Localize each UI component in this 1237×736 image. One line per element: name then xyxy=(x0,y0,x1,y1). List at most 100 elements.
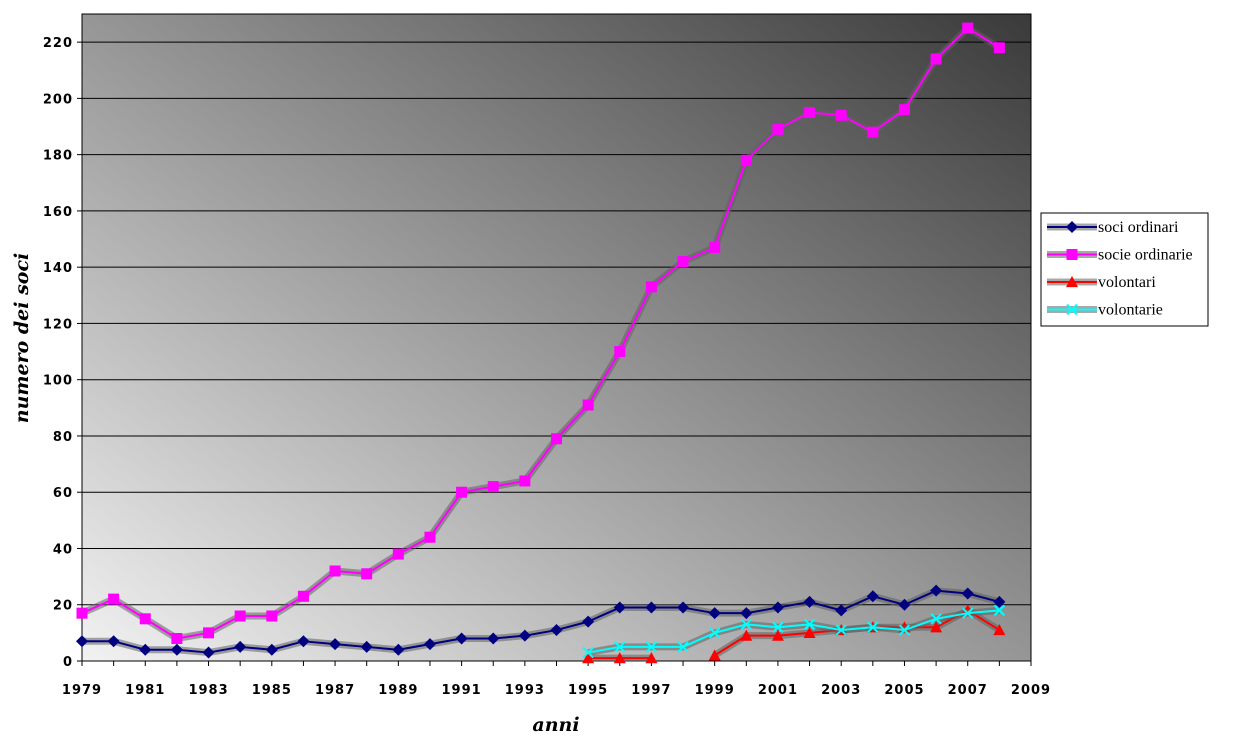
data-point xyxy=(993,624,1006,636)
data-point xyxy=(613,601,626,614)
data-point xyxy=(582,652,595,664)
data-point xyxy=(455,632,468,645)
data-point xyxy=(613,652,626,664)
y-tick-label: 100 xyxy=(43,374,73,389)
data-point xyxy=(614,641,626,653)
legend-marker xyxy=(1066,303,1078,316)
data-point xyxy=(139,613,151,625)
x-tick-label: 2003 xyxy=(821,683,861,698)
axes: 0 20 40 60 80 100 120 140 160 180 200 220 1979 1981 19… xyxy=(43,36,1050,698)
x-tick-label: 1997 xyxy=(631,683,671,698)
data-point xyxy=(898,598,911,611)
series-socie-ordinarie xyxy=(76,22,1005,644)
data-point xyxy=(740,618,753,631)
data-point xyxy=(76,607,88,619)
data-point xyxy=(772,123,784,135)
series-volontarie xyxy=(582,604,1006,659)
data-point xyxy=(898,104,910,116)
data-point xyxy=(518,629,531,642)
legend-item: soci ordinari xyxy=(1047,219,1179,236)
data-point xyxy=(202,646,215,659)
x-tick-label: 2001 xyxy=(758,683,798,698)
data-point xyxy=(297,635,310,648)
legend: soci ordinari socie ordinarie volontari vol… xyxy=(1040,212,1209,327)
data-point xyxy=(487,632,500,645)
legend-label: volontarie xyxy=(1098,302,1163,319)
data-point xyxy=(234,640,247,653)
data-point xyxy=(771,601,784,614)
data-point xyxy=(835,109,847,121)
data-point xyxy=(930,53,942,65)
data-point xyxy=(803,626,816,638)
series-layer xyxy=(76,22,1006,664)
data-point xyxy=(139,643,152,656)
data-point xyxy=(265,643,278,656)
data-point xyxy=(772,621,784,633)
data-point xyxy=(740,154,752,166)
legend-item: volontarie xyxy=(1047,302,1163,319)
data-point xyxy=(234,610,246,622)
data-point xyxy=(170,643,183,656)
x-tick-label: 1995 xyxy=(568,683,608,698)
x-tick-label: 1991 xyxy=(442,683,482,698)
data-point xyxy=(645,652,658,664)
data-point xyxy=(930,584,943,597)
data-point xyxy=(804,106,816,118)
x-tick-label: 1985 xyxy=(252,683,292,698)
data-point xyxy=(803,595,816,608)
data-point xyxy=(392,548,404,560)
data-point xyxy=(803,618,816,631)
legend-marker xyxy=(1066,249,1078,260)
y-tick-label: 180 xyxy=(43,149,73,164)
data-point xyxy=(677,601,690,614)
data-point xyxy=(582,399,594,411)
data-point xyxy=(582,615,595,628)
data-point xyxy=(993,42,1005,54)
y-tick-label: 80 xyxy=(53,430,73,445)
data-point xyxy=(740,629,753,641)
x-tick-label: 1981 xyxy=(125,683,165,698)
data-point xyxy=(962,22,974,34)
data-point xyxy=(329,565,341,577)
data-point xyxy=(519,475,531,487)
y-tick-label: 20 xyxy=(53,599,73,614)
x-tick-label: 1979 xyxy=(62,683,102,698)
data-point xyxy=(962,607,974,619)
y-tick-label: 40 xyxy=(53,542,73,557)
y-tick-label: 0 xyxy=(63,655,73,670)
x-tick-label: 1999 xyxy=(695,683,735,698)
data-point xyxy=(708,607,721,620)
data-point xyxy=(423,638,436,651)
data-point xyxy=(645,601,658,614)
data-point xyxy=(677,641,689,653)
gridlines xyxy=(82,41,1031,606)
data-point xyxy=(677,256,689,268)
data-point xyxy=(487,481,499,493)
data-point xyxy=(424,531,436,543)
data-point xyxy=(108,593,120,605)
data-point xyxy=(993,604,1006,617)
series-line xyxy=(82,589,1000,654)
y-tick-label: 60 xyxy=(53,486,73,501)
data-point xyxy=(329,638,342,651)
legend-label: volontari xyxy=(1098,274,1156,291)
data-point xyxy=(708,649,721,661)
y-tick-label: 160 xyxy=(43,205,73,220)
data-point xyxy=(645,281,657,293)
x-tick-label: 2005 xyxy=(884,683,924,698)
data-point xyxy=(107,635,120,648)
data-point xyxy=(361,568,373,580)
data-point xyxy=(645,641,658,653)
data-point xyxy=(740,607,753,620)
data-point xyxy=(392,643,405,656)
data-point xyxy=(551,433,562,445)
data-point xyxy=(266,610,278,622)
y-tick-label: 220 xyxy=(43,36,73,51)
data-point xyxy=(993,595,1006,608)
legend-item: volontari xyxy=(1047,274,1156,291)
y-tick-label: 200 xyxy=(43,92,73,107)
x-tick-label: 2007 xyxy=(948,683,988,698)
data-point xyxy=(867,621,879,633)
x-tick-label: 1983 xyxy=(188,683,228,698)
